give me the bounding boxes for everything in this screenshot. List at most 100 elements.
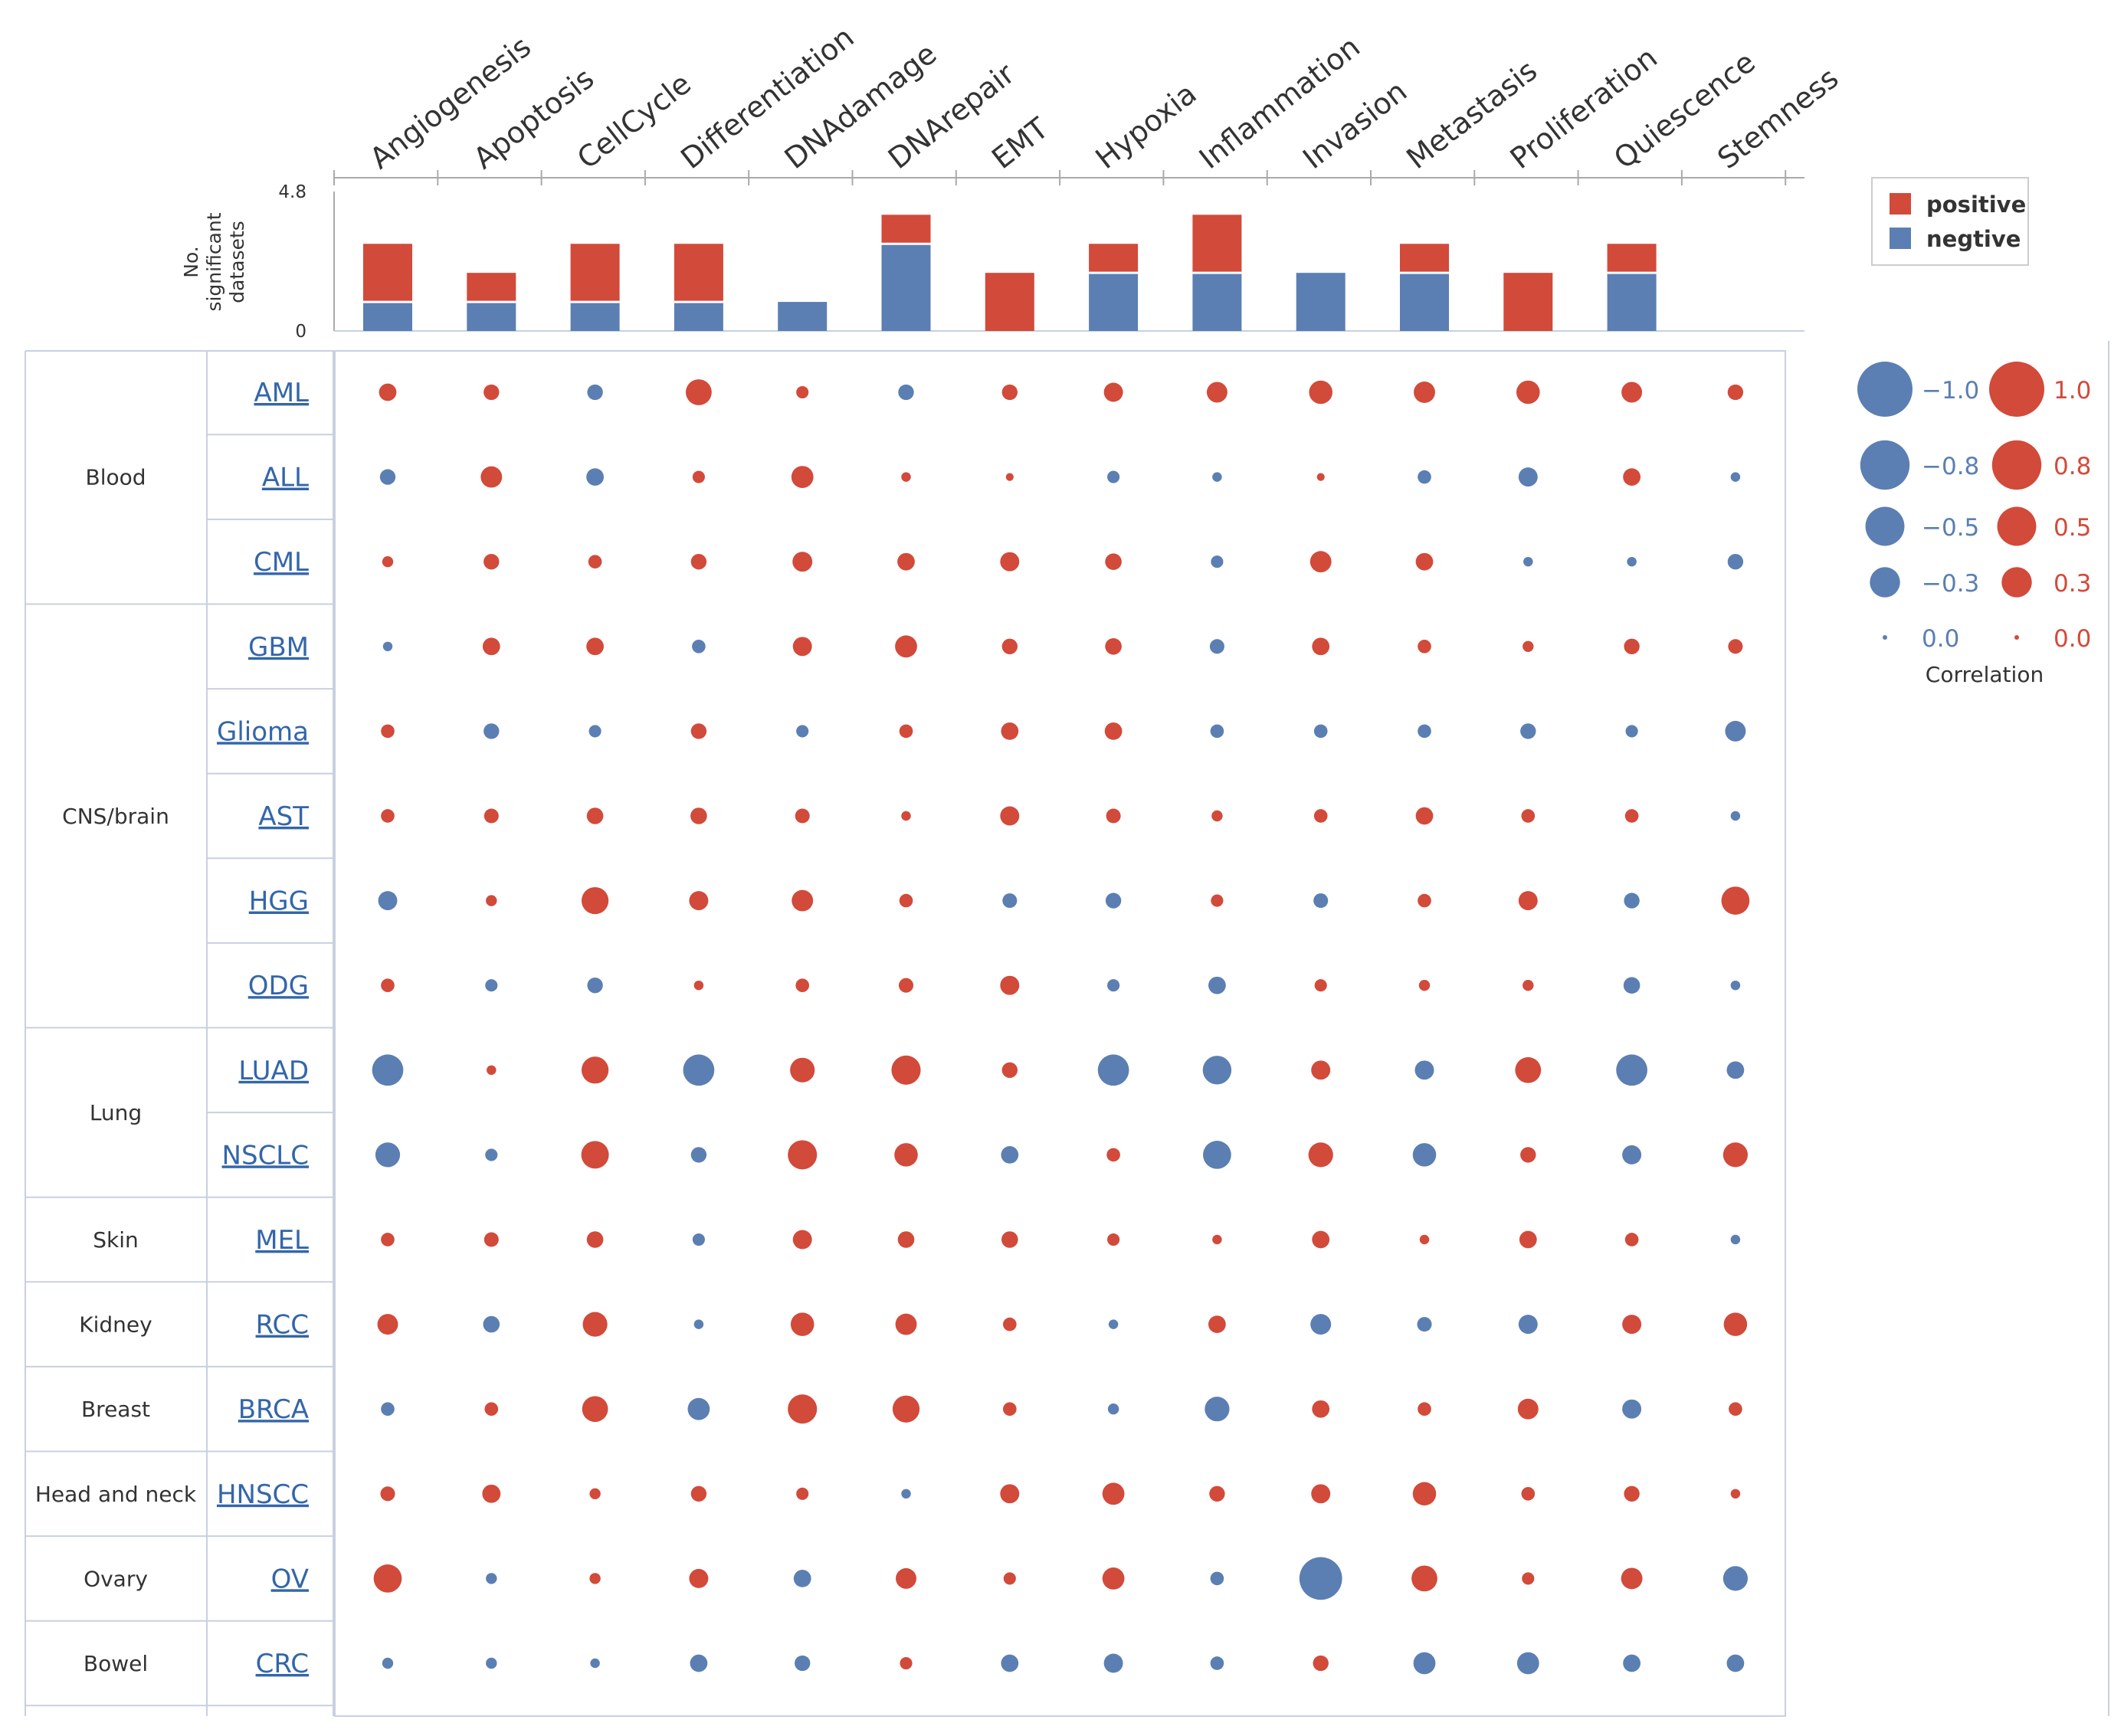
- correlation-dot: [1727, 384, 1744, 401]
- row-label-link[interactable]: NSCLC: [222, 1140, 309, 1171]
- row-label-link[interactable]: MEL: [255, 1225, 309, 1256]
- correlation-dot: [690, 554, 707, 570]
- correlation-dot: [1415, 552, 1434, 571]
- row-label-link[interactable]: HGG: [249, 886, 309, 917]
- correlation-dot: [1623, 977, 1641, 994]
- row-label-link[interactable]: AST: [258, 801, 309, 832]
- correlation-dot: [1212, 472, 1222, 482]
- row-label-link[interactable]: BRCA: [238, 1394, 309, 1425]
- row-label-link[interactable]: GBM: [248, 632, 309, 663]
- correlation-dot: [1002, 1317, 1017, 1331]
- group-label: Lung: [90, 1100, 142, 1125]
- correlation-dot: [1521, 1486, 1536, 1501]
- correlation-dot: [1523, 556, 1533, 567]
- correlation-dot: [1002, 893, 1018, 909]
- correlation-dot: [686, 379, 712, 405]
- row-label-link[interactable]: ODG: [248, 971, 309, 1001]
- group-label: CNS/brain: [62, 804, 169, 829]
- bar-negative: [1089, 273, 1139, 331]
- correlation-dot: [1210, 1656, 1224, 1670]
- correlation-dot: [1521, 809, 1536, 823]
- size-legend-dot-positive: [2001, 567, 2032, 598]
- row-label-link[interactable]: HNSCC: [217, 1479, 309, 1510]
- row-label-link[interactable]: RCC: [256, 1310, 309, 1341]
- bar-ylabel-line: datasets: [226, 221, 248, 303]
- row-label-link[interactable]: AML: [254, 378, 309, 408]
- correlation-dot: [788, 1394, 818, 1424]
- correlation-dot: [1314, 979, 1327, 992]
- correlation-dot: [1001, 722, 1019, 740]
- correlation-dot: [1622, 1315, 1642, 1335]
- row-label-link[interactable]: ALL: [262, 463, 309, 493]
- correlation-dot: [1102, 1567, 1125, 1590]
- correlation-dot: [1412, 1143, 1437, 1167]
- bar-positive: [985, 273, 1034, 331]
- correlation-dot: [482, 1484, 501, 1503]
- correlation-dot: [1104, 722, 1123, 740]
- group-label: Kidney: [79, 1312, 152, 1338]
- correlation-dot: [1722, 1566, 1748, 1591]
- correlation-dot: [1210, 1571, 1224, 1586]
- size-legend-dot-positive: [1991, 440, 2042, 490]
- bar-negative: [881, 244, 931, 331]
- row-label-link[interactable]: Glioma: [217, 716, 309, 747]
- group-label: Ovary: [84, 1566, 148, 1591]
- correlation-dot: [683, 1054, 715, 1086]
- correlation-dot: [1107, 1404, 1119, 1415]
- correlation-dot: [1518, 1315, 1538, 1335]
- correlation-dot: [586, 637, 604, 656]
- row-labels: Blood CNS/brain Lung Skin Kidney Breast Head a…: [35, 378, 309, 1679]
- bar-positive: [1400, 244, 1449, 274]
- correlation-dot: [892, 1395, 920, 1423]
- column-label: Hypoxia: [1090, 77, 1203, 175]
- bar-axis: 4.8 0 No.significantdatasets: [180, 170, 1804, 342]
- correlation-dot: [1616, 1054, 1647, 1086]
- legend: positive negtive: [1871, 177, 2029, 266]
- correlation-dot: [1211, 810, 1223, 822]
- correlation-dot: [483, 554, 500, 570]
- bar-ymin-label: 0: [295, 322, 306, 342]
- correlation-dot: [1313, 809, 1328, 823]
- correlation-dot: [1623, 468, 1641, 486]
- correlation-dot: [381, 978, 395, 993]
- correlation-dot: [796, 1487, 809, 1500]
- row-label-link[interactable]: LUAD: [238, 1056, 309, 1086]
- correlation-dot: [1727, 554, 1744, 570]
- correlation-dot: [373, 1564, 402, 1593]
- correlation-dot: [692, 470, 705, 483]
- correlation-dot: [1625, 725, 1638, 738]
- correlation-dot: [1726, 1061, 1745, 1079]
- correlation-dot: [1624, 893, 1640, 909]
- size-legend-dot-positive: [2014, 635, 2019, 640]
- column-label: Differentiation: [674, 20, 860, 175]
- correlation-dot: [1316, 473, 1325, 481]
- correlation-dot: [381, 1402, 395, 1417]
- bar-negative: [1400, 273, 1449, 331]
- correlation-dot: [1723, 1312, 1748, 1336]
- correlation-dot: [1411, 1565, 1437, 1592]
- legend-label-positive: positive: [1926, 192, 2026, 218]
- correlation-dot: [1730, 1234, 1741, 1245]
- correlation-dot: [1523, 640, 1534, 652]
- correlation-dot: [586, 1231, 604, 1248]
- correlation-dot: [486, 1573, 497, 1584]
- correlation-dot: [792, 552, 813, 572]
- correlation-dot: [483, 723, 500, 739]
- correlation-dot: [1516, 1652, 1539, 1675]
- correlation-dot: [1520, 723, 1536, 739]
- correlation-dot: [483, 808, 499, 824]
- correlation-dot: [1622, 1145, 1642, 1164]
- correlation-dot: [1005, 473, 1014, 481]
- correlation-dot: [693, 980, 704, 991]
- row-label-link[interactable]: OV: [271, 1564, 309, 1594]
- correlation-dot: [588, 725, 601, 738]
- correlation-dot: [1418, 980, 1431, 991]
- correlation-dot: [795, 1655, 811, 1672]
- correlation-dot: [587, 978, 603, 994]
- row-label-link[interactable]: CRC: [256, 1649, 309, 1679]
- row-label-link[interactable]: CML: [254, 547, 309, 578]
- correlation-dot: [689, 1568, 709, 1588]
- correlation-dot: [895, 635, 917, 658]
- correlation-dot: [692, 639, 706, 653]
- correlation-dot: [1103, 382, 1123, 402]
